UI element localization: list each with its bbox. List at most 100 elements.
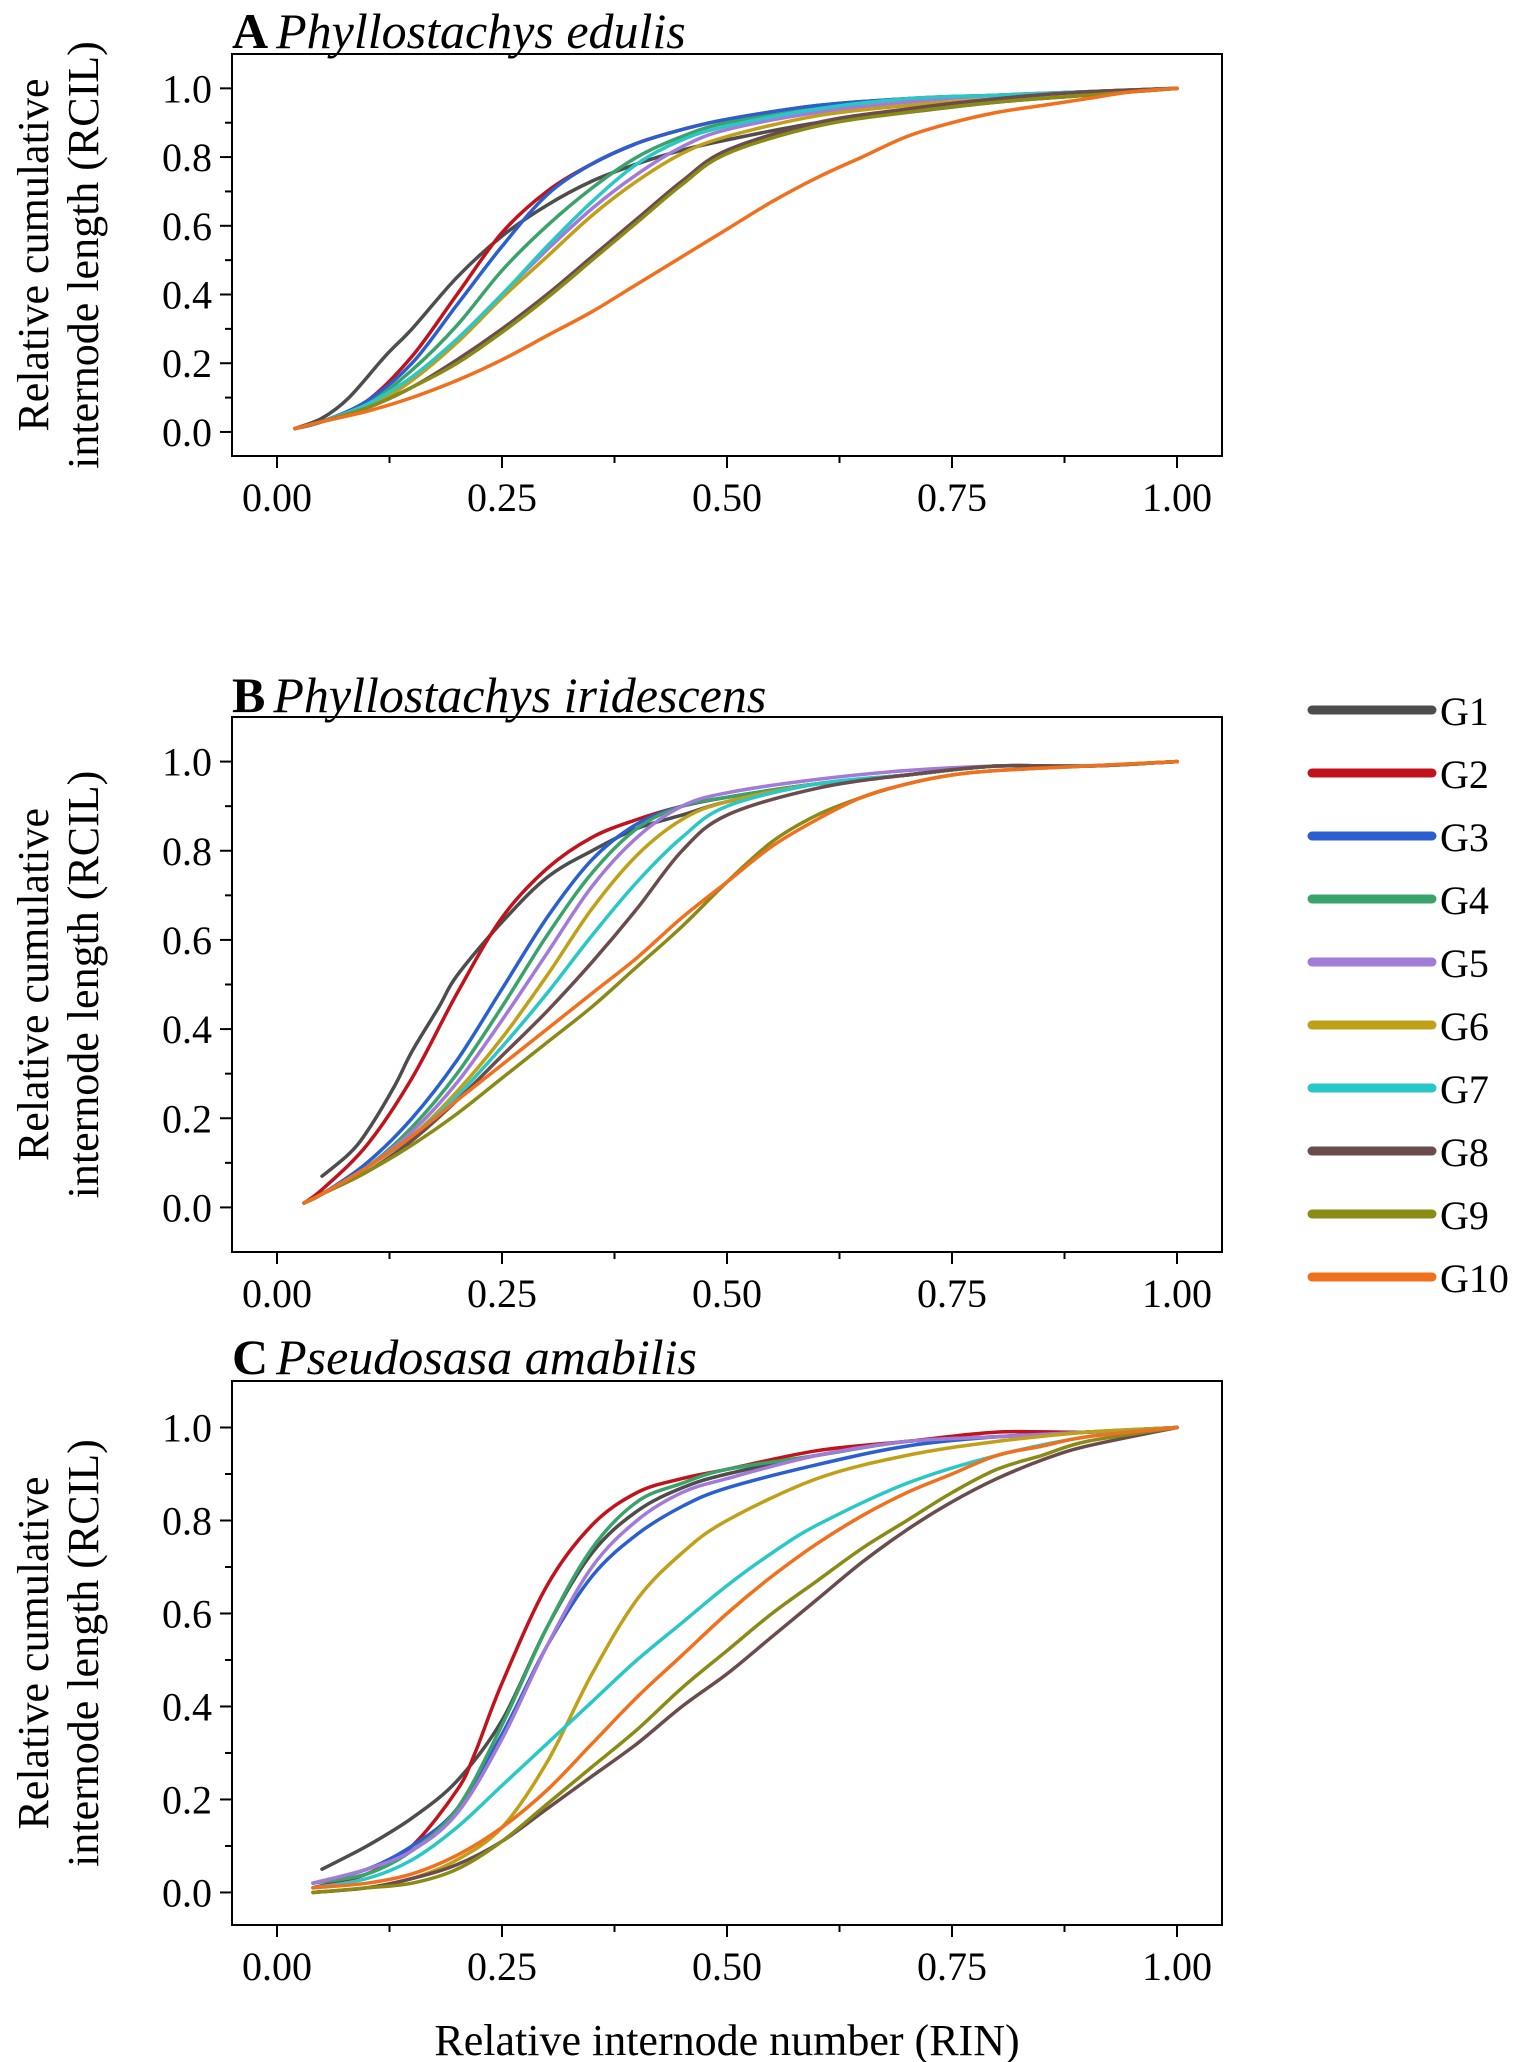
legend-item-g1: G1 (1307, 689, 1489, 734)
series-line-g7 (293, 86, 1179, 431)
y-axis-label: Relative cumulativeinternode length (RCI… (9, 771, 108, 1199)
y-axis-label: Relative cumulativeinternode length (RCI… (9, 1439, 108, 1867)
x-tick-label: 1.00 (1142, 1944, 1212, 1989)
series-line-g9 (293, 86, 1179, 431)
series-group (293, 86, 1179, 431)
legend-label: G10 (1440, 1256, 1509, 1301)
series-line-g9 (311, 1425, 1179, 1895)
series-line-g5 (302, 759, 1179, 1205)
series-line-g3 (302, 759, 1179, 1205)
y-tick-label: 0.8 (162, 1498, 212, 1543)
legend-label: G6 (1440, 1004, 1489, 1049)
legend-label: G7 (1440, 1067, 1489, 1112)
series-group (302, 759, 1179, 1205)
legend-label: G8 (1440, 1130, 1489, 1175)
y-tick-label: 0.0 (162, 1870, 212, 1915)
x-tick-label: 0.25 (467, 1271, 537, 1316)
x-axis-label: Relative internode number (RIN) (434, 2016, 1019, 2062)
legend-item-g9: G9 (1307, 1193, 1489, 1238)
legend-label: G1 (1440, 689, 1489, 734)
panel-species: Phyllostachys edulis (275, 3, 686, 59)
y-tick-label: 0.6 (162, 204, 212, 249)
y-tick-label: 0.0 (162, 1185, 212, 1230)
series-line-g1 (320, 759, 1179, 1178)
y-tick-label: 0.4 (162, 1007, 212, 1052)
y-tick-label: 0.2 (162, 1096, 212, 1141)
y-tick-label: 1.0 (162, 66, 212, 111)
series-line-g10 (293, 86, 1179, 431)
series-line-g4 (311, 1425, 1179, 1885)
x-tick-label: 0.75 (917, 1944, 987, 1989)
x-tick-label: 0.00 (242, 475, 312, 520)
legend-item-g7: G7 (1307, 1067, 1489, 1112)
x-tick-label: 0.75 (917, 1271, 987, 1316)
panel-species: Phyllostachys iridescens (272, 667, 766, 723)
y-axis-label-line: Relative cumulative (9, 808, 58, 1161)
series-line-g3 (311, 1425, 1179, 1885)
series-line-g8 (302, 759, 1179, 1205)
y-tick-label: 0.8 (162, 135, 212, 180)
series-line-g9 (302, 759, 1179, 1205)
series-line-g10 (311, 1425, 1179, 1890)
y-axis-label-line: Relative cumulative (9, 1476, 58, 1829)
y-tick-label: 0.4 (162, 273, 212, 318)
x-tick-label: 0.00 (242, 1271, 312, 1316)
legend-label: G2 (1440, 752, 1489, 797)
panel-b: B Phyllostachys iridescens 0.0 0.2 0.4 0.6 0.8… (9, 667, 1223, 1316)
y-tick-label: 1.0 (162, 1405, 212, 1450)
y-tick-label: 1.0 (162, 740, 212, 785)
y-axis-label-line: internode length (RCIL) (59, 41, 108, 469)
plot-frame (231, 1380, 1223, 1926)
legend-item-g3: G3 (1307, 815, 1489, 860)
series-line-g2 (302, 759, 1179, 1205)
x-tick-label: 0.25 (467, 475, 537, 520)
y-tick-label: 0.6 (162, 918, 212, 963)
y-tick-label: 0.8 (162, 829, 212, 874)
y-axis-label-line: Relative cumulative (9, 78, 58, 431)
y-axis-label-line: internode length (RCIL) (59, 771, 108, 1199)
series-line-g4 (302, 759, 1179, 1205)
panel-title: A Phyllostachys edulis (232, 3, 686, 59)
legend-label: G3 (1440, 815, 1489, 860)
legend-item-g8: G8 (1307, 1130, 1489, 1175)
panel-a: A Phyllostachys edulis0.00.20.40.60.81.00… (9, 3, 1223, 520)
x-tick-label: 0.75 (917, 475, 987, 520)
legend-label: G4 (1440, 878, 1489, 923)
series-group (311, 1425, 1179, 1895)
legend-item-g6: G6 (1307, 1004, 1489, 1049)
y-axis-label: Relative cumulativeinternode length (RCI… (9, 41, 108, 469)
y-tick-label: 0.4 (162, 1684, 212, 1729)
y-axis-label-line: internode length (RCIL) (59, 1439, 108, 1867)
series-line-g7 (302, 759, 1179, 1205)
x-tick-label: 0.50 (692, 1271, 762, 1316)
panel-species: Pseudosasa amabilis (275, 1329, 697, 1385)
y-tick-label: 0.6 (162, 1591, 212, 1636)
x-tick-label: 0.00 (242, 1944, 312, 1989)
y-tick-label: 0.2 (162, 1777, 212, 1822)
x-tick-label: 0.50 (692, 475, 762, 520)
x-tick-label: 1.00 (1142, 1271, 1212, 1316)
legend-item-g5: G5 (1307, 941, 1489, 986)
y-tick-label: 0.0 (162, 410, 212, 455)
panel-letter: B (232, 667, 265, 723)
series-line-g10 (302, 759, 1179, 1205)
legend-item-g4: G4 (1307, 878, 1489, 923)
x-tick-label: 0.50 (692, 1944, 762, 1989)
series-line-g6 (311, 1425, 1179, 1895)
y-tick-label: 0.2 (162, 341, 212, 386)
legend: G1 G2 G3 G4 G5 G6 G7 G8 G9 G10 (1307, 689, 1509, 1301)
panel-title: C Pseudosasa amabilis (232, 1329, 697, 1385)
panel-title: B Phyllostachys iridescens (232, 667, 766, 723)
legend-label: G9 (1440, 1193, 1489, 1238)
panel-letter: C (232, 1329, 268, 1385)
x-tick-label: 0.25 (467, 1944, 537, 1989)
panel-letter: A (232, 3, 268, 59)
series-line-g6 (302, 759, 1179, 1205)
legend-item-g10: G10 (1307, 1256, 1509, 1301)
series-line-g2 (311, 1425, 1179, 1890)
x-tick-label: 1.00 (1142, 475, 1212, 520)
legend-item-g2: G2 (1307, 752, 1489, 797)
legend-label: G5 (1440, 941, 1489, 986)
series-line-g8 (311, 1425, 1179, 1895)
